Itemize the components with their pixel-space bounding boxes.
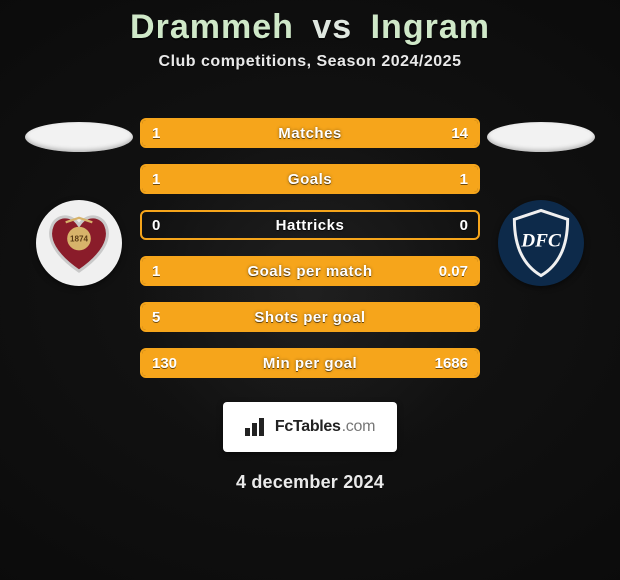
fctables-logo-icon (245, 418, 269, 436)
brand-badge[interactable]: FcTables.com (223, 402, 397, 452)
stats-rows: 1 14 Matches 1 1 Goals 0 0 Hattricks 1 0.07 Goals p… (140, 118, 480, 394)
stat-value-right: 0.07 (429, 258, 478, 284)
stat-value-left: 1 (142, 166, 170, 192)
stat-label: Goals (288, 171, 332, 188)
side-right: DFC (480, 118, 602, 286)
player1-ellipse (25, 122, 133, 152)
subtitle: Club competitions, Season 2024/2025 (0, 53, 620, 71)
stat-value-left: 130 (142, 350, 187, 376)
stat-row: 0 0 Hattricks (140, 210, 480, 240)
comparison-stage: 1874 1 14 Matches 1 1 Goals 0 0 Hattricks 1 0.07 Go… (0, 118, 620, 394)
stat-value-left: 0 (142, 212, 170, 238)
header: Drammeh vs Ingram Club competitions, Sea… (0, 0, 620, 71)
footer-date: 4 december 2024 (0, 472, 620, 493)
stat-label: Hattricks (276, 217, 345, 234)
page-title: Drammeh vs Ingram (0, 8, 620, 47)
title-vs: vs (304, 8, 360, 46)
player2-crest: DFC (498, 200, 584, 286)
crest-monogram: DFC (520, 231, 561, 252)
stat-value-left: 1 (142, 120, 170, 146)
brand-main: FcTables (275, 418, 341, 435)
stat-label: Matches (278, 125, 342, 142)
stat-label: Goals per match (247, 263, 372, 280)
stat-value-right: 0 (450, 212, 478, 238)
stat-value-left: 1 (142, 258, 170, 284)
brand-text: FcTables.com (275, 418, 375, 436)
side-left: 1874 (18, 118, 140, 286)
title-player2: Ingram (371, 8, 490, 46)
stat-label: Min per goal (263, 355, 357, 372)
stat-value-left: 5 (142, 304, 170, 330)
shield-crest-icon: DFC (504, 206, 578, 280)
stat-row: 1 0.07 Goals per match (140, 256, 480, 286)
stat-value-right: 1686 (425, 350, 478, 376)
card: Drammeh vs Ingram Club competitions, Sea… (0, 0, 620, 580)
stat-value-right: 14 (441, 120, 478, 146)
heart-crest-icon: 1874 (42, 206, 116, 280)
stat-label: Shots per goal (254, 309, 365, 326)
stat-row: 5 Shots per goal (140, 302, 480, 332)
stat-row: 1 14 Matches (140, 118, 480, 148)
stat-row: 1 1 Goals (140, 164, 480, 194)
player1-crest: 1874 (36, 200, 122, 286)
crest-year: 1874 (70, 235, 89, 244)
stat-row: 130 1686 Min per goal (140, 348, 480, 378)
title-player1: Drammeh (130, 8, 294, 46)
stat-value-right (458, 304, 478, 330)
brand-domain: .com (342, 418, 375, 435)
stat-value-right: 1 (450, 166, 478, 192)
player2-ellipse (487, 122, 595, 152)
